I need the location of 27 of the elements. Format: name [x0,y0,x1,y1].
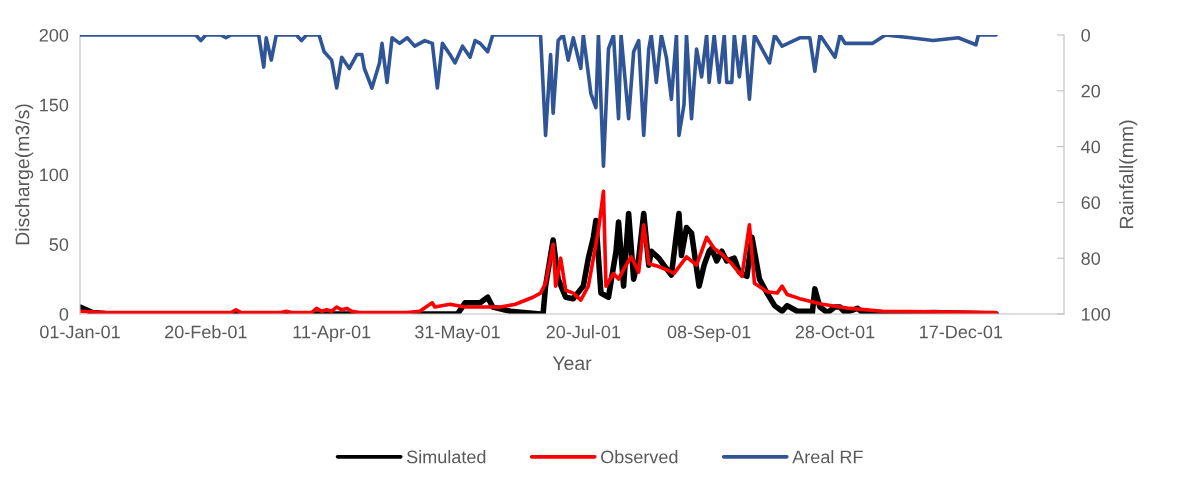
x-tick-label: 20-Feb-01 [165,325,247,339]
x-tick-label: 20-Jul-01 [546,325,621,339]
y-tick-label: 50 [49,238,69,251]
x-tick-label: 11-Apr-01 [293,325,371,342]
x-tick-label: 17-Dec-01 [920,325,1003,339]
y2-axis-title: Rainfall(mm) [1119,120,1138,228]
x-tick-label: 31-May-01 [415,325,500,342]
y-tick-label: 0 [59,307,69,321]
x-tick-label: 01-Jan-01 [40,325,120,339]
y-tick-label: 100 [40,168,69,182]
y2-tick-label: 0 [1081,28,1090,42]
y-tick-label: 150 [40,98,69,112]
y2-tick-label: 60 [1081,196,1101,210]
y2-tick-label: 20 [1081,84,1101,98]
y-tick-label: 200 [39,28,69,42]
x-tick-label: 28-Oct-01 [795,325,875,339]
y2-tick-label: 100 [1082,307,1111,321]
line-series [80,35,998,168]
legend-label: Observed [601,450,678,464]
x-axis-title: Year [552,356,592,371]
legend-label: Simulated [406,450,486,464]
y2-tick-label: 80 [1081,252,1101,265]
legend-label: Areal RF [792,450,863,464]
line-series [80,189,998,314]
y-axis-title: Discharge(m3/s) [15,104,34,245]
y2-tick-label: 40 [1081,140,1101,154]
x-tick-label: 08-Sep-01 [667,325,751,342]
